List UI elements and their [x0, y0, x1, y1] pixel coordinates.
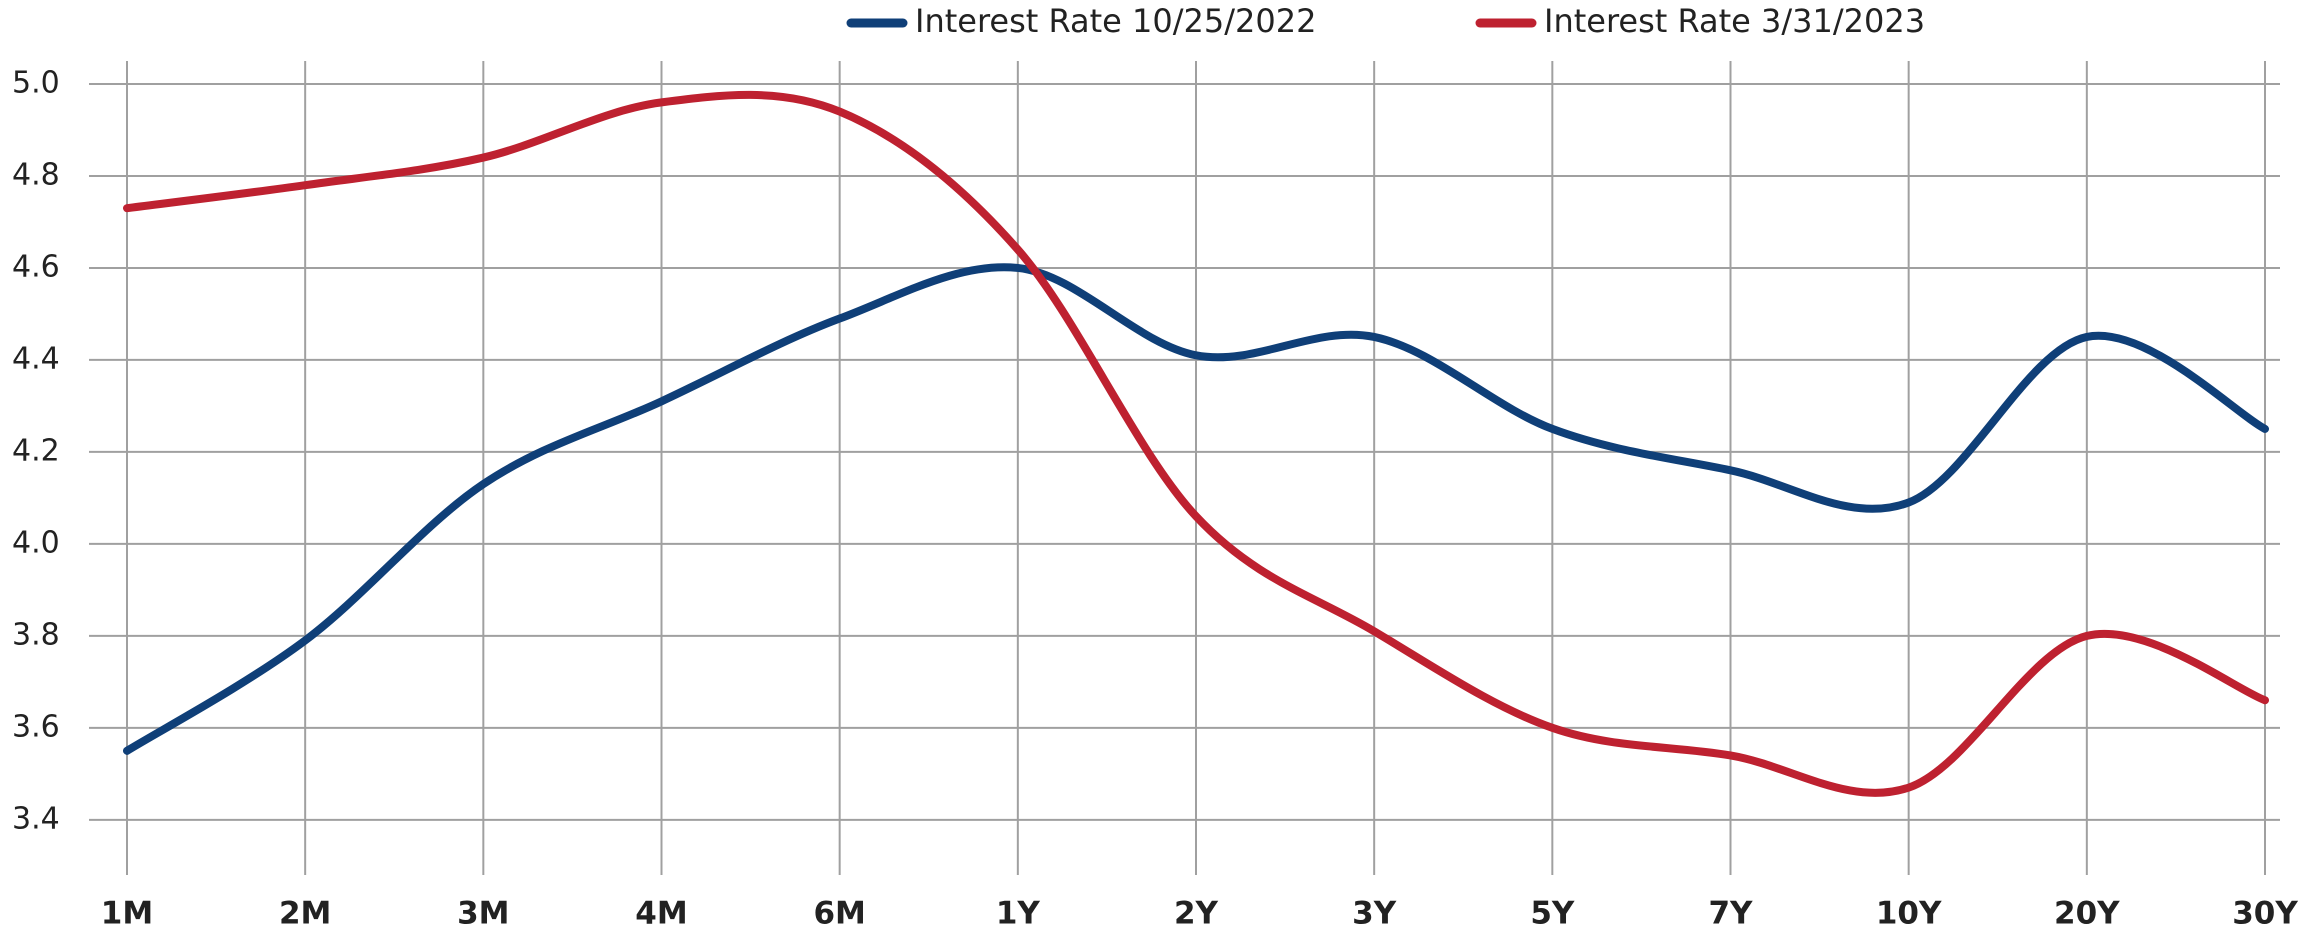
x-tick-label: 20Y — [2054, 896, 2120, 931]
y-tick-label: 4.2 — [12, 433, 60, 468]
x-tick-label: 6M — [813, 896, 865, 931]
y-tick-label: 5.0 — [12, 65, 60, 100]
series-line — [123, 90, 2269, 797]
y-tick-label: 4.4 — [12, 341, 60, 376]
y-tick-label: 3.4 — [12, 801, 60, 836]
x-tick-label: 2Y — [1174, 896, 1219, 931]
y-tick-label: 4.8 — [12, 157, 60, 192]
x-tick-label: 1M — [101, 896, 153, 931]
x-tick-label: 4M — [635, 896, 687, 931]
legend-label: Interest Rate 3/31/2023 — [1544, 2, 1925, 40]
series-line — [123, 263, 2269, 755]
x-tick-label: 1Y — [996, 896, 1041, 931]
x-tick-label: 3M — [457, 896, 509, 931]
x-tick-label: 10Y — [1876, 896, 1942, 931]
y-tick-label: 4.0 — [12, 525, 60, 560]
x-tick-label: 7Y — [1708, 896, 1753, 931]
x-tick-label: 2M — [279, 896, 331, 931]
y-tick-label: 4.6 — [12, 249, 60, 284]
y-tick-label: 3.8 — [12, 617, 60, 652]
x-tick-label: 3Y — [1352, 896, 1397, 931]
y-tick-label: 3.6 — [12, 709, 60, 744]
x-tick-label: 30Y — [2232, 896, 2298, 931]
x-tick-label: 5Y — [1530, 896, 1575, 931]
legend-label: Interest Rate 10/25/2022 — [915, 2, 1316, 40]
